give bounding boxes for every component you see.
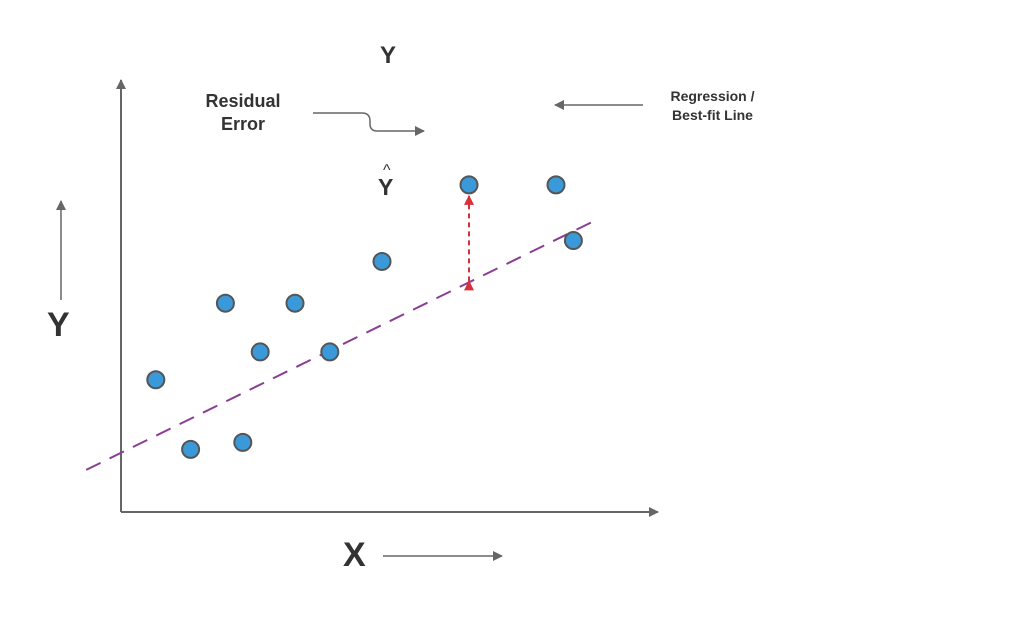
regression-label-line1: Regression / bbox=[670, 88, 755, 104]
regression-label-line2: Best-fit Line bbox=[672, 107, 753, 123]
regression-line bbox=[85, 220, 595, 471]
data-point-3 bbox=[215, 293, 235, 313]
residual-error-label: Residual Error bbox=[188, 90, 298, 136]
data-points bbox=[146, 175, 583, 459]
data-point-6 bbox=[285, 293, 305, 313]
data-point-1 bbox=[146, 370, 166, 390]
residual-label-line1: Residual bbox=[205, 91, 281, 111]
data-point-8 bbox=[372, 251, 392, 271]
hat-symbol: ^ bbox=[383, 162, 391, 179]
predicted-y-label: Y bbox=[378, 174, 394, 200]
data-point-7 bbox=[320, 342, 340, 362]
x-axis-title: X bbox=[343, 536, 366, 574]
data-point-11 bbox=[563, 231, 583, 251]
data-point-5 bbox=[250, 342, 270, 362]
residual-callout-arrow bbox=[313, 112, 425, 136]
data-point-9 bbox=[459, 175, 479, 195]
regression-line-label: Regression / Best-fit Line bbox=[650, 87, 775, 125]
actual-y-label: Y bbox=[380, 42, 397, 69]
residual-label-line2: Error bbox=[220, 114, 265, 134]
data-point-10 bbox=[546, 175, 566, 195]
data-point-4 bbox=[233, 432, 253, 452]
data-point-2 bbox=[181, 439, 201, 459]
y-axis-title: Y bbox=[47, 306, 70, 344]
